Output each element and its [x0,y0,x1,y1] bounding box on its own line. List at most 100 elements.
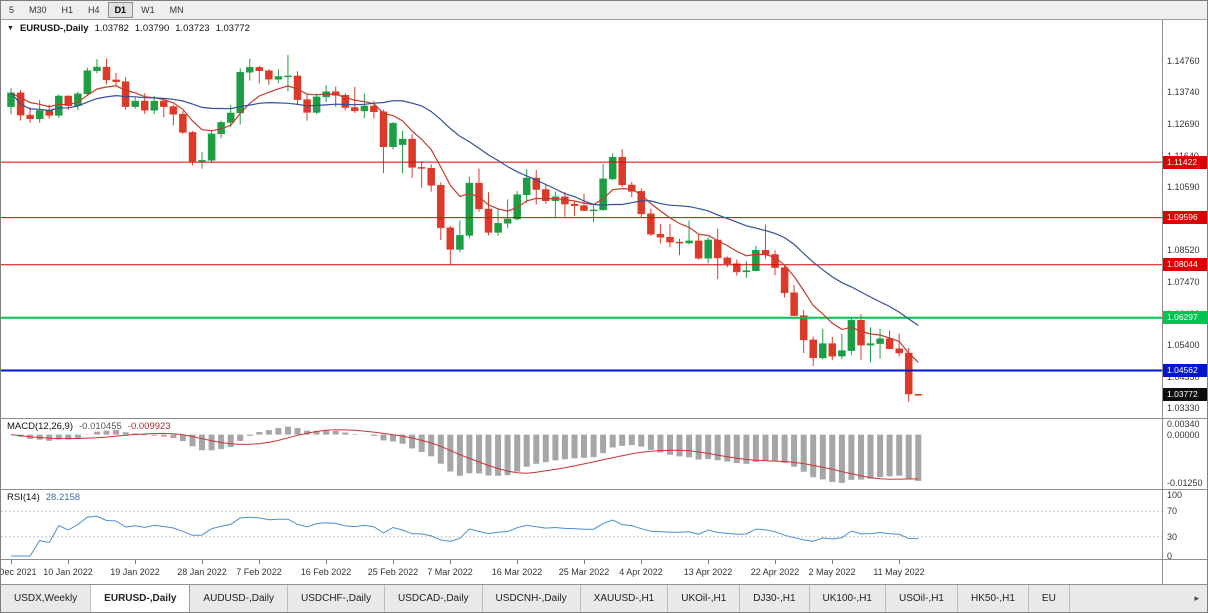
price-axis-label: 1.04350 [1167,372,1200,382]
date-tick [202,560,203,564]
date-tick [899,560,900,564]
moving-averages-layer [10,85,919,363]
date-label: 7 Feb 2022 [236,567,282,577]
macd-axis-label: 0.00000 [1167,430,1200,440]
date-label: 2 May 2022 [808,567,856,577]
chart-tab-ukoil-h1[interactable]: UKOil-,H1 [668,585,741,612]
current-price-badge: 1.03772 [1163,388,1207,401]
date-label: 10 Jan 2022 [43,567,93,577]
date-tick [259,560,260,564]
chart-symbol-label: EURUSD-,Daily [19,23,89,34]
date-tick [641,560,642,564]
rsi-chart-area[interactable]: RSI(14) 28.2158 [1,490,1162,559]
price-badge: 1.08044 [1163,258,1207,271]
chart-tab-eu[interactable]: EU [1029,585,1070,612]
candles-layer [7,54,923,402]
date-tick [775,560,776,564]
date-label: 13 Apr 2022 [683,567,733,577]
price-axis-label: 1.10590 [1167,182,1200,192]
price-axis-label: 1.13740 [1167,87,1200,97]
timeframe-button-mn[interactable]: MN [169,5,184,15]
chart-tab-usdcnh-daily[interactable]: USDCNH-,Daily [483,585,581,612]
macd-axis[interactable]: 0.00340 0.00000 -0.01250 [1162,419,1207,489]
price-badge: 1.11422 [1163,156,1207,169]
macd-chart[interactable] [1,419,1162,489]
date-label: 31 Dec 2021 [1,567,37,577]
macd-histogram [17,426,922,483]
macd-panel: MACD(12,26,9) -0.010455 -0.009923 0.0034… [1,418,1207,489]
timeframe-button-h4[interactable]: H4 [88,5,100,15]
horizontal-lines-layer[interactable] [1,161,1162,372]
date-label: 25 Feb 2022 [367,567,419,577]
timeframe-button-d1[interactable]: D1 [107,2,134,18]
price-badge: 1.09596 [1163,211,1207,224]
rsi-panel: RSI(14) 28.2158 100 70 30 0 [1,489,1207,559]
date-label: 16 Feb 2022 [300,567,352,577]
price-chart[interactable] [1,20,1162,418]
ma-line-8 [10,85,919,363]
timeframe-button-w1[interactable]: W1 [141,5,155,15]
chart-tabs-bar: USDX,Weekly EURUSD-,Daily AUDUSD-,Daily USD… [1,584,1207,612]
ma-line-20 [10,92,919,326]
date-tick [708,560,709,564]
ohlc-close-value: 1.03772 [215,23,250,34]
date-label: 16 Mar 2022 [491,567,543,577]
price-chart-panel: ▼ EURUSD-,Daily 1.03782 1.03790 1.03723 … [1,20,1207,418]
date-label: 22 Apr 2022 [750,567,800,577]
chart-tab-uk100-h1[interactable]: UK100-,H1 [810,585,886,612]
price-axis-label: 1.14760 [1167,56,1200,66]
macd-axis-label: -0.01250 [1167,478,1203,488]
timeframe-button-h1[interactable]: H1 [61,5,74,15]
date-label: 19 Jan 2022 [110,567,160,577]
macd-signal-value: -0.009923 [127,421,171,432]
timeframe-toolbar: 5 M30 H1 H4 D1 W1 MN [1,1,1207,20]
rsi-levels [1,510,1162,538]
chart-tab-hk50-h1[interactable]: HK50-,H1 [958,585,1029,612]
price-axis-label: 1.07470 [1167,277,1200,287]
rsi-axis-label: 70 [1167,506,1178,516]
price-axis-label: 1.08520 [1167,245,1200,255]
chart-tab-usdcad-daily[interactable]: USDCAD-,Daily [385,585,483,612]
date-label: 28 Jan 2022 [177,567,227,577]
price-axis[interactable]: 1.147601.137401.126901.116401.105901.095… [1162,20,1207,418]
price-badge: 1.04562 [1163,364,1207,377]
rsi-axis[interactable]: 100 70 30 0 [1162,490,1207,559]
date-tick [135,560,136,564]
rsi-label: RSI(14) 28.2158 [7,492,80,503]
rsi-axis-label: 100 [1167,490,1183,500]
rsi-axis-label: 0 [1167,551,1173,559]
timeframe-button-m30[interactable]: M30 [29,5,47,15]
date-label: 11 May 2022 [873,567,925,577]
date-tick [326,560,327,564]
date-tick [68,560,69,564]
time-axis-panel: 31 Dec 2021 10 Jan 2022 19 Jan 2022 28 Jan … [1,559,1207,584]
chart-header: ▼ EURUSD-,Daily 1.03782 1.03790 1.03723 … [7,23,250,34]
chart-tab-audusd-daily[interactable]: AUDUSD-,Daily [190,585,288,612]
time-axis[interactable]: 31 Dec 2021 10 Jan 2022 19 Jan 2022 28 Jan … [1,560,1162,584]
price-badge: 1.06297 [1163,311,1207,324]
price-chart-area[interactable]: ▼ EURUSD-,Daily 1.03782 1.03790 1.03723 … [1,20,1162,418]
chart-tab-dj30-h1[interactable]: DJ30-,H1 [740,585,810,612]
date-tick [450,560,451,564]
price-axis-label: 1.05400 [1167,340,1200,350]
macd-name: MACD(12,26,9) [7,421,73,432]
tabs-scroll-right-icon[interactable]: ▸ [1194,593,1199,603]
ohlc-open-value: 1.03782 [94,23,129,34]
chart-dropdown-icon[interactable]: ▼ [7,25,14,32]
rsi-value: 28.2158 [45,492,81,503]
macd-axis-label: 0.00340 [1167,419,1200,429]
axis-corner [1162,560,1207,584]
date-tick [517,560,518,564]
macd-chart-area[interactable]: MACD(12,26,9) -0.010455 -0.009923 [1,419,1162,489]
chart-tab-usdchf-daily[interactable]: USDCHF-,Daily [288,585,385,612]
chart-tab-xauusd-h1[interactable]: XAUUSD-,H1 [581,585,669,612]
date-tick [393,560,394,564]
rsi-chart[interactable] [1,490,1162,559]
chart-tab-usdx-weekly[interactable]: USDX,Weekly [1,585,92,612]
chart-tab-usoil-h1[interactable]: USOil-,H1 [886,585,958,612]
price-axis-label: 1.12690 [1167,119,1200,129]
rsi-axis-label: 30 [1167,532,1178,542]
date-label: 7 Mar 2022 [427,567,473,577]
chart-tab-eurusd-daily[interactable]: EURUSD-,Daily [91,585,191,612]
timeframe-button-5[interactable]: 5 [9,5,15,15]
